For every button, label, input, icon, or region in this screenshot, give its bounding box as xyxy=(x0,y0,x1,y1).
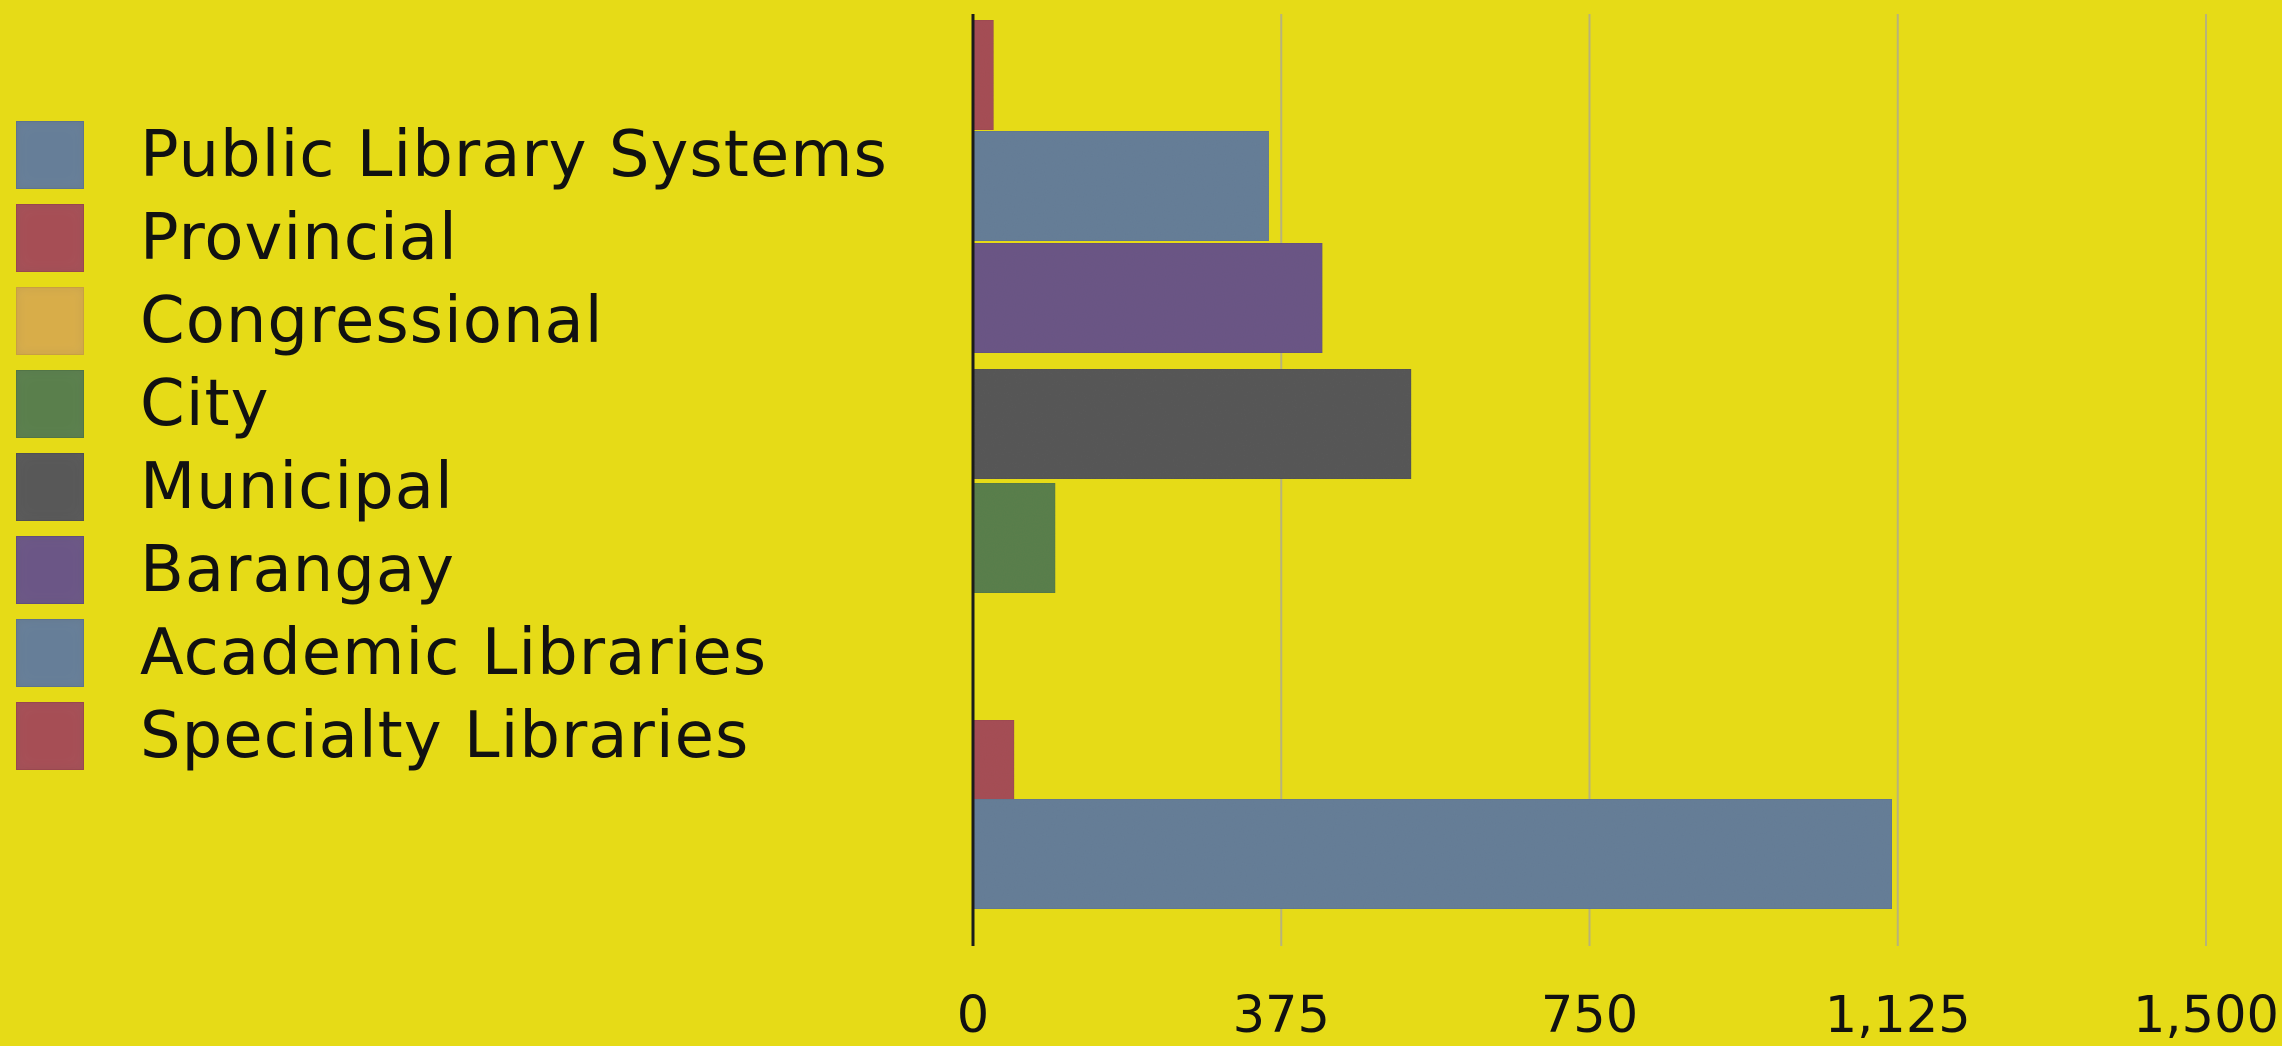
bar-public-library-systems xyxy=(972,130,1270,242)
legend-item-city: City xyxy=(16,362,946,445)
legend-swatch-city xyxy=(16,369,84,438)
x-tick-label-750: 750 xyxy=(1541,986,1638,1045)
bar-city xyxy=(972,482,1056,594)
legend-label-specialty-libraries: Specialty Libraries xyxy=(140,698,750,773)
legend-swatch-provincial xyxy=(16,203,84,272)
x-tick-labels: 0 375 750 1,125 1,500 xyxy=(957,986,2279,1045)
bar-provincial xyxy=(972,19,995,131)
legend-item-municipal: Municipal xyxy=(16,445,946,528)
bar-municipal xyxy=(972,368,1412,480)
legend: Public Library Systems Provincial Congre… xyxy=(16,113,946,777)
legend-item-congressional: Congressional xyxy=(16,279,946,362)
grid-lines xyxy=(1280,14,2207,946)
bar-academic-libraries xyxy=(972,798,1893,910)
legend-label-congressional: Congressional xyxy=(140,283,604,358)
legend-item-barangay: Barangay xyxy=(16,528,946,611)
legend-item-academic-libraries: Academic Libraries xyxy=(16,611,946,694)
legend-label-barangay: Barangay xyxy=(140,532,455,607)
legend-label-public-library-systems: Public Library Systems xyxy=(140,117,888,192)
x-tick-label-1125: 1,125 xyxy=(1825,986,1971,1045)
bar-barangay xyxy=(972,242,1323,354)
x-tick-label-1500: 1,500 xyxy=(2133,986,2279,1045)
legend-label-municipal: Municipal xyxy=(140,449,454,524)
legend-swatch-specialty-libraries xyxy=(16,701,84,770)
legend-swatch-barangay xyxy=(16,535,84,604)
x-tick-label-375: 375 xyxy=(1233,986,1330,1045)
legend-item-public-library-systems: Public Library Systems xyxy=(16,113,946,196)
legend-item-provincial: Provincial xyxy=(16,196,946,279)
bars xyxy=(972,19,1893,910)
legend-label-city: City xyxy=(140,366,270,441)
legend-swatch-municipal xyxy=(16,452,84,521)
legend-swatch-public-library-systems xyxy=(16,120,84,189)
legend-label-academic-libraries: Academic Libraries xyxy=(140,615,768,690)
legend-swatch-academic-libraries xyxy=(16,618,84,687)
x-tick-label-0: 0 xyxy=(957,986,989,1045)
legend-swatch-congressional xyxy=(16,286,84,355)
legend-item-specialty-libraries: Specialty Libraries xyxy=(16,694,946,777)
legend-label-provincial: Provincial xyxy=(140,200,458,275)
